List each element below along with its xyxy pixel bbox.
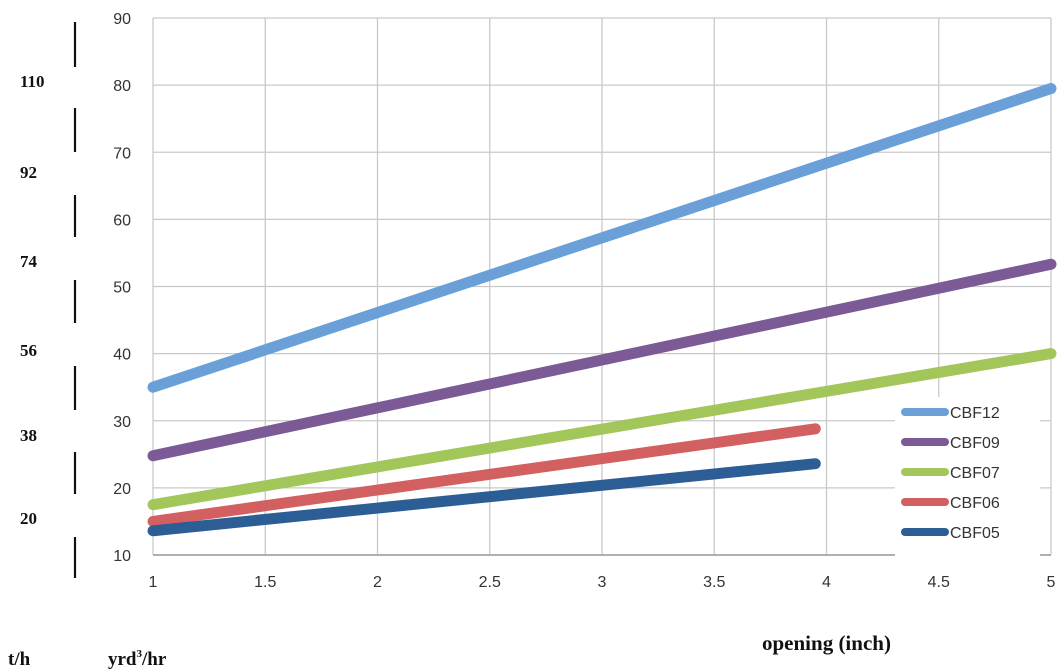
legend-label: CBF12: [950, 405, 1000, 422]
y-axis-label: yrd3/hr: [108, 648, 167, 670]
secondary-tick-label: 92: [20, 163, 37, 182]
legend: CBF12 CBF09 CBF07 CBF06 CBF05: [895, 397, 1040, 557]
series-line-cbf09: [147, 258, 1057, 462]
y-axis-label-tail: /hr: [141, 649, 167, 670]
secondary-axis: 110 92 74 56 38 20: [20, 22, 77, 578]
secondary-tick-label: 38: [20, 426, 37, 445]
x-tick-label: 3.5: [703, 574, 725, 591]
x-tick-labels: 1 1.5 2 2.5 3 3.5 4 4.5 5: [149, 574, 1056, 591]
y-axis-label-base: yrd: [108, 649, 137, 670]
series-line-cbf06: [147, 423, 821, 527]
secondary-tick-label: 74: [20, 252, 38, 271]
x-axis-label: opening (inch): [762, 631, 891, 655]
x-tick-label: 2: [373, 574, 382, 591]
series-line-cbf05: [147, 458, 821, 537]
series-line-cbf07: [147, 348, 1057, 511]
y-tick-label: 30: [113, 414, 131, 431]
x-tick-label: 1: [149, 574, 158, 591]
secondary-axis-label: t/h: [8, 649, 31, 670]
y-tick-label: 50: [113, 280, 131, 297]
x-tick-label: 3: [598, 574, 607, 591]
y-tick-labels: 10 20 30 40 50 60 70 80 90: [113, 11, 131, 565]
series-line-cbf12: [147, 83, 1057, 393]
y-tick-label: 70: [113, 145, 131, 162]
legend-label: CBF05: [950, 525, 1000, 542]
y-tick-label: 80: [113, 78, 131, 95]
x-tick-label: 5: [1047, 574, 1056, 591]
y-tick-label: 20: [113, 481, 131, 498]
secondary-tick-label: 20: [20, 509, 37, 528]
y-tick-label: 40: [113, 347, 131, 364]
secondary-tick-label: 110: [20, 72, 45, 91]
y-tick-label: 60: [113, 212, 131, 229]
y-axis-label-sup: 3: [137, 648, 143, 660]
x-tick-label: 4: [822, 574, 831, 591]
legend-label: CBF07: [950, 465, 1000, 482]
y-tick-label: 90: [113, 11, 131, 28]
secondary-tick-label: 56: [20, 341, 37, 360]
legend-label: CBF09: [950, 435, 1000, 452]
series-lines: [147, 83, 1057, 537]
x-tick-label: 4.5: [928, 574, 950, 591]
x-tick-label: 2.5: [479, 574, 501, 591]
y-tick-label: 10: [113, 548, 131, 565]
legend-label: CBF06: [950, 495, 1000, 512]
x-tick-label: 1.5: [254, 574, 276, 591]
